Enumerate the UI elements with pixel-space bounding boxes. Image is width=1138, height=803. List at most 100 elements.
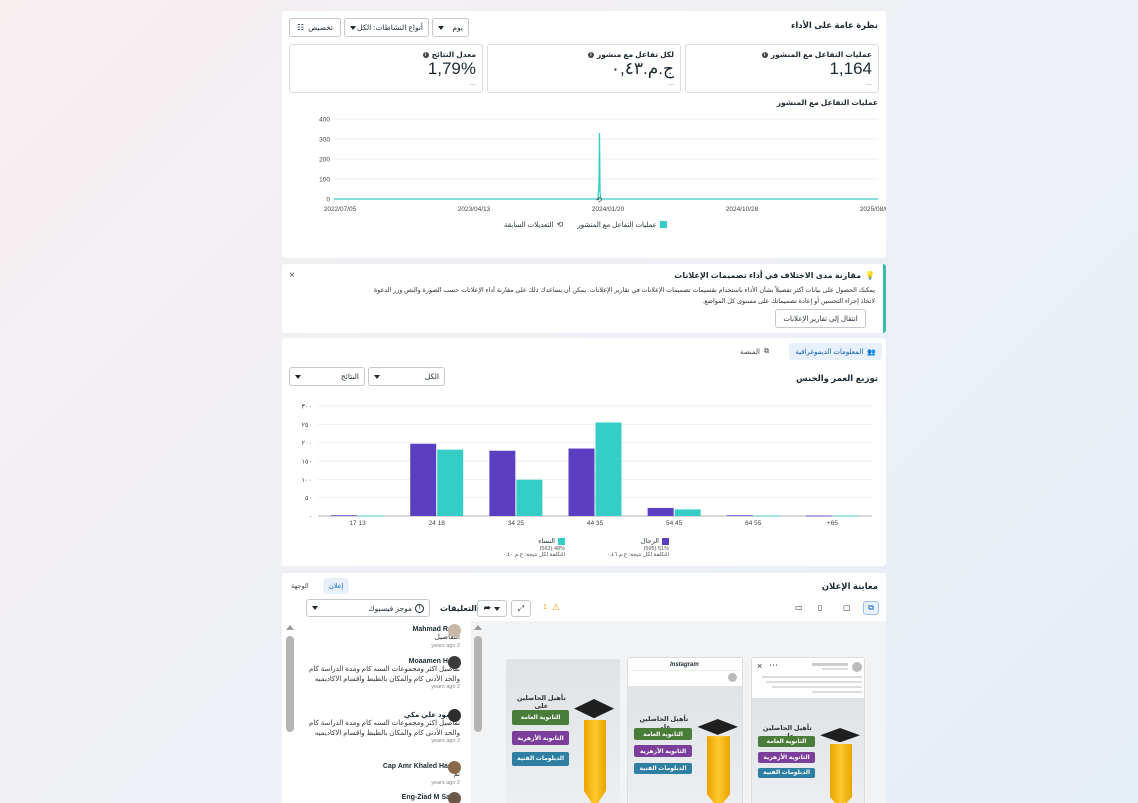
avatar xyxy=(448,709,461,722)
poster-item: الثانوية العامة xyxy=(634,728,692,741)
comment-author: Moaamen Hany xyxy=(408,658,460,665)
y-tick-label: ١٠٠ xyxy=(302,477,312,484)
audience-filter-dropdown[interactable]: الكل xyxy=(368,367,445,386)
tab-label: إعلان xyxy=(329,583,344,590)
info-icon[interactable]: i xyxy=(587,51,594,58)
banner-body-2: لاتخاذ إجراء التحسين أو إعادة تصميماتك ع… xyxy=(702,298,875,305)
chevron-down-icon xyxy=(374,374,380,379)
metric-value: 1,164 xyxy=(829,59,872,78)
legend-swatch xyxy=(558,537,565,545)
comment-text: تفاصيل اكثر ومجموعات السنه كام ومدة الدر… xyxy=(308,666,460,683)
close-icon[interactable]: × xyxy=(757,661,763,671)
legend-cost: التكلفة لكل نتيجة: ج.م.٠,٤٦ xyxy=(606,552,669,558)
y-tick-label: ٢٥٠ xyxy=(302,422,312,429)
customize-label: تخصيص xyxy=(308,23,334,32)
legend-name: الرجال xyxy=(640,538,659,545)
chevron-down-icon xyxy=(312,606,318,610)
more-icon[interactable]: ⋯ xyxy=(769,660,778,670)
avatar xyxy=(448,761,461,774)
metric-filter-dropdown[interactable]: النتائج xyxy=(289,367,365,386)
dropdown-value: النتائج xyxy=(340,372,359,381)
metric-label: لكل تفاعل مع منشور xyxy=(596,50,674,59)
pencil-icon xyxy=(829,743,853,803)
y-tick-label: ٥٠ xyxy=(305,495,312,502)
tab-ad[interactable]: إعلان xyxy=(323,578,350,594)
metric-value: ج.م.٠,٤٣ xyxy=(610,59,674,78)
activity-type-value: أنواع النشاطات: الكل xyxy=(357,23,423,32)
lightbulb-icon: 💡 xyxy=(865,271,875,280)
bar-women xyxy=(595,422,622,516)
comments-scrollbar[interactable] xyxy=(286,625,294,803)
x-tick-label: 2023/04/13 xyxy=(458,206,491,213)
go-to-ads-reporting-button[interactable]: انتقال إلى تقارير الإعلانات xyxy=(775,309,866,328)
engagement-line-chart: 400 300 200 100 0 2022/07/05 2023/04/13 2024/01… xyxy=(319,117,886,214)
dropdown-value: موجز فيسبوك xyxy=(368,603,412,613)
mobile-icon[interactable]: ▯ xyxy=(818,603,823,612)
performance-overview-card: نظرة عامة على الأداء تخصيص ☷ أنواع النشا… xyxy=(282,11,886,258)
x-tick-label: 17 13 xyxy=(349,520,366,526)
pencil-icon xyxy=(583,719,607,803)
demographics-card: 👥 المعلومات الديموغرافية ⧉ المنصة توزيع … xyxy=(282,338,886,566)
legend-swatch xyxy=(659,221,667,228)
banner-body-1: يمكنك الحصول على بيانات أكثر تفصيلاً بشأ… xyxy=(373,287,875,294)
x-tick-label: 44 35 xyxy=(587,520,604,526)
info-icon[interactable]: i xyxy=(422,51,429,58)
metric-card-result-rate[interactable]: معدل النتائج i 1,79% — xyxy=(289,44,483,93)
comment-text: تم xyxy=(453,771,460,778)
comment-text: التفاصيل xyxy=(434,634,460,641)
chevron-down-icon xyxy=(350,25,356,30)
ad-creative-comparison-banner: 💡 مقارنة مدى الاختلاف في أداء تصميمات ال… xyxy=(282,264,886,333)
graduation-cap-icon xyxy=(697,719,738,735)
metric-card-cost-per-engagement[interactable]: لكل تفاعل مع منشور i ج.م.٠,٤٣ — xyxy=(487,44,681,93)
preview-scrollbar[interactable] xyxy=(474,625,482,803)
square-icon[interactable]: ▭ xyxy=(795,603,803,612)
desktop-icon[interactable]: ▢ xyxy=(843,603,851,612)
comment-author: Eng-Ziad M Salim xyxy=(401,794,460,801)
time-breakdown-dropdown[interactable]: يوم xyxy=(432,18,469,37)
ad-mockup-story[interactable]: تأهيل الحاصلين على الثانوية العامة الثانوي… xyxy=(506,659,620,803)
metric-value: 1,79% xyxy=(427,59,476,78)
legend-label: عمليات التفاعل مع المنشور xyxy=(577,221,657,229)
poster-item: الدبلومات الفنية xyxy=(512,751,569,767)
comment-item: Eng-Ziad M Salim xyxy=(305,794,460,801)
time-breakdown-value: يوم xyxy=(452,23,463,32)
tab-destination[interactable]: الوجهة xyxy=(288,578,312,594)
tab-demographics[interactable]: 👥 المعلومات الديموغرافية xyxy=(789,343,882,360)
avatar xyxy=(852,662,862,672)
x-tick-label: 64 55 xyxy=(745,520,762,526)
metric-card-engagements[interactable]: عمليات التفاعل مع المنشور i 1,164 — xyxy=(685,44,879,93)
poster-item: الثانوية العامة xyxy=(512,710,569,725)
edit-marker-icon: ⟲ xyxy=(596,197,602,204)
info-icon[interactable]: i xyxy=(761,51,768,58)
poster-item: الدبلومات الفنية xyxy=(634,762,692,775)
banner-title: مقارنة مدى الاختلاف في أداء تصميمات الإع… xyxy=(674,271,862,280)
bar-women xyxy=(516,479,543,516)
x-tick-label: 54 45 xyxy=(666,520,683,526)
y-tick-label: ٢٠٠ xyxy=(302,440,312,447)
avatar xyxy=(448,792,461,803)
x-tick-label: 2024/10/28 xyxy=(726,206,759,213)
comment-item: محمود علي مكي تفاصيل اكثر ومجموعات السنه… xyxy=(305,711,460,744)
chevron-down-icon xyxy=(438,25,444,30)
expand-icon[interactable]: ⤢ xyxy=(511,600,531,617)
bar-men xyxy=(726,515,753,517)
preview-mode-icon[interactable]: ⧉ xyxy=(863,601,879,615)
placement-dropdown[interactable]: f موجز فيسبوك xyxy=(306,599,430,617)
tab-platform[interactable]: ⧉ المنصة xyxy=(734,343,775,360)
warning-icon[interactable]: ⚠ xyxy=(552,602,561,612)
ad-preview-card: معاينة الإعلان إعلان الوجهة ⧉ ▢ ▯ ▭ ⚠ 1 … xyxy=(282,573,886,803)
share-menu-button[interactable]: ⮫ xyxy=(477,600,507,617)
customize-button[interactable]: تخصيص ☷ xyxy=(289,18,341,37)
metric-label: معدل النتائج xyxy=(431,50,476,59)
activity-type-dropdown[interactable]: أنواع النشاطات: الكل xyxy=(344,18,429,37)
people-icon: 👥 xyxy=(867,348,876,356)
history-icon: ⟲ xyxy=(556,220,564,229)
close-icon[interactable]: × xyxy=(289,270,295,281)
poster-item: الثانوية الأزهرية xyxy=(634,745,692,758)
y-tick-label: ١٥٠ xyxy=(302,459,312,466)
y-tick-label: ٠ xyxy=(309,514,313,521)
metric-label: عمليات التفاعل مع المنشور xyxy=(770,50,872,59)
